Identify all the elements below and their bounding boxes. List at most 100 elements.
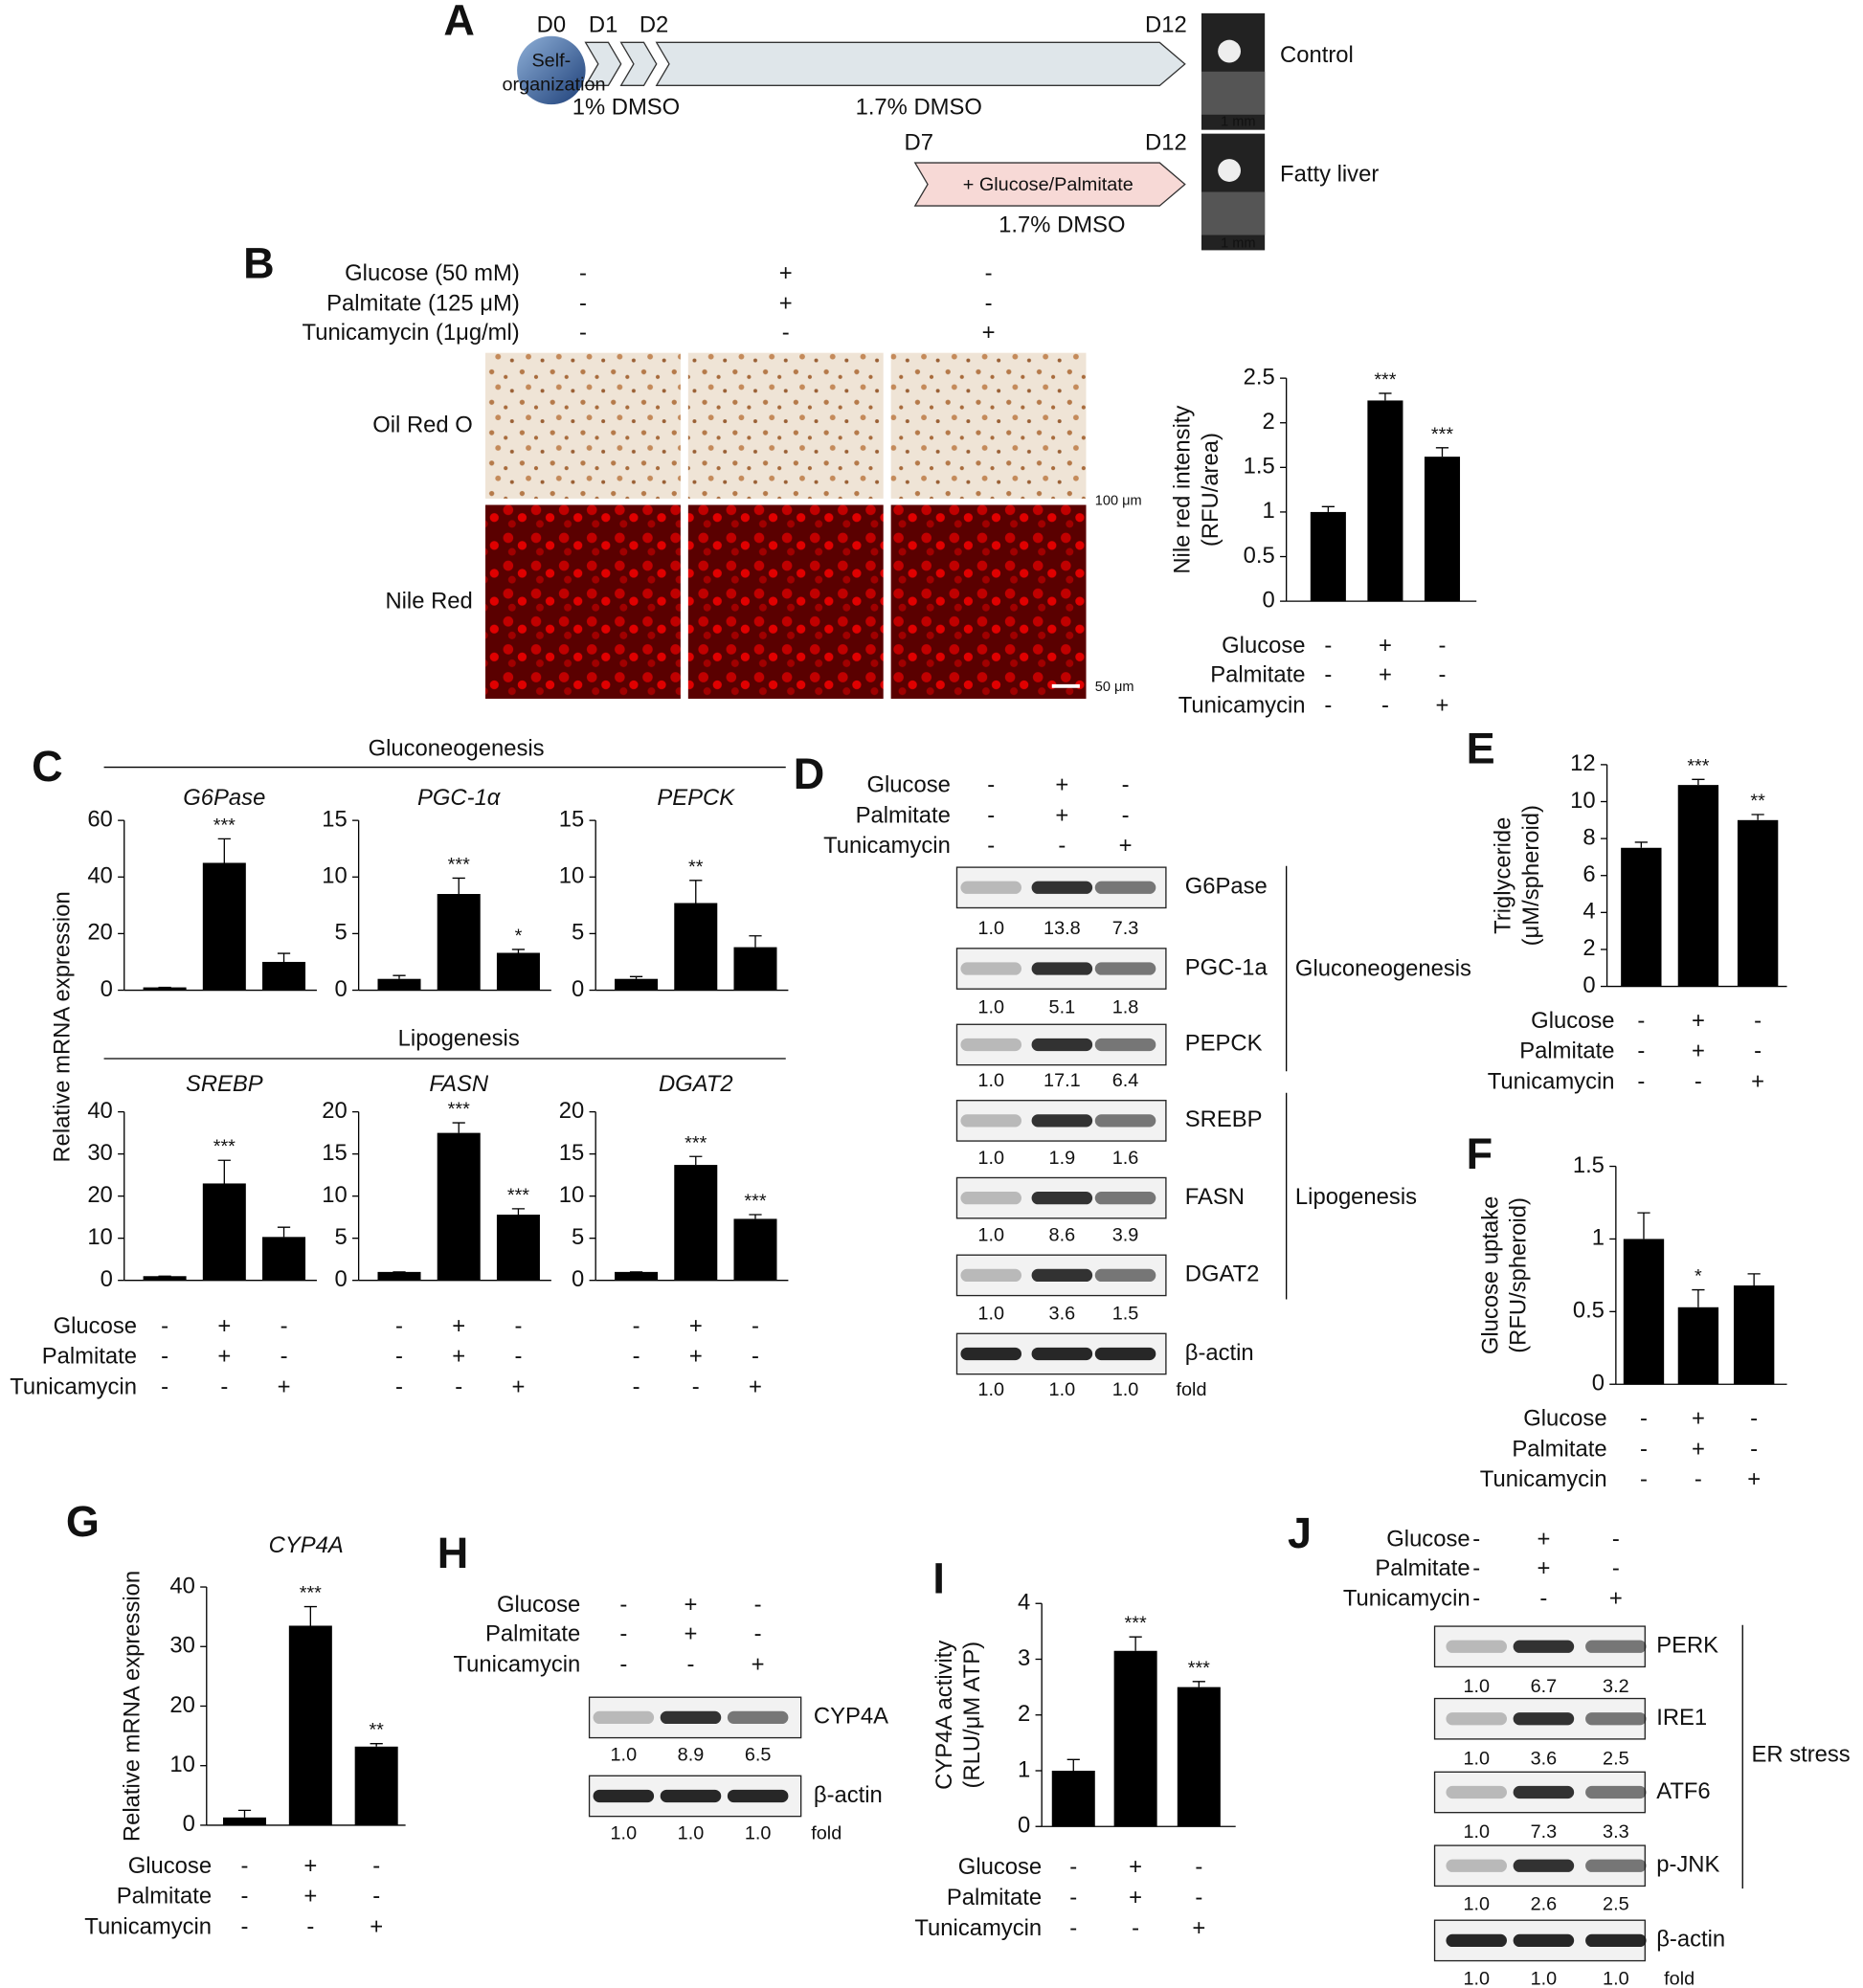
condition-sign: + (1692, 1436, 1705, 1462)
fold-value: 1.0 (1531, 1969, 1558, 1988)
bar (1113, 1650, 1157, 1827)
error-bar (1692, 778, 1705, 786)
y-tick-label: 40 (87, 863, 112, 889)
condition-sign: - (1539, 1586, 1547, 1612)
y-tick-label: 10 (559, 863, 585, 889)
condition-sign: - (1132, 1915, 1139, 1941)
condition-sign: - (687, 1651, 695, 1677)
bar (496, 952, 540, 991)
condition-sign: - (1069, 1885, 1077, 1910)
condition-sign: - (281, 1344, 288, 1370)
band (1094, 881, 1156, 894)
condition-sign: - (633, 1374, 640, 1400)
band (1585, 1785, 1647, 1799)
fold-value: 1.6 (1112, 1148, 1139, 1169)
band (960, 1268, 1021, 1283)
condition-name: Palmitate (1512, 1436, 1606, 1462)
condition-sign: - (987, 833, 995, 859)
condition-sign: + (1055, 802, 1068, 828)
scale: 1 mm (1221, 236, 1255, 252)
panel-label: G (66, 1497, 100, 1546)
fold-value: 1.0 (1112, 1379, 1139, 1400)
condition-sign: + (1129, 1885, 1142, 1910)
condition-sign: + (452, 1313, 465, 1339)
condition-sign: - (1122, 802, 1130, 828)
panel-label: A (443, 0, 474, 44)
significance: ** (1750, 791, 1765, 812)
bar (615, 1271, 659, 1281)
micrograph (890, 504, 1087, 700)
scale: 1 mm (1221, 115, 1255, 130)
band (1031, 1114, 1093, 1128)
condition-sign: + (217, 1313, 231, 1339)
arrow (655, 41, 1186, 86)
condition-name: Tunicamycin (10, 1374, 137, 1400)
y-tick-label: 4 (1582, 899, 1595, 925)
error-bar (689, 1155, 703, 1166)
error-bar (749, 1214, 762, 1219)
condition-sign: + (685, 1592, 698, 1618)
band (960, 962, 1021, 975)
band (1031, 881, 1093, 894)
blot-label: SREBP (1185, 1106, 1263, 1132)
error-bar (277, 952, 291, 962)
y-tick-label: 15 (559, 1140, 585, 1166)
bar (202, 1183, 246, 1281)
condition-sign: - (1069, 1915, 1077, 1941)
y-tick-label: 0 (572, 1266, 584, 1292)
band (1585, 1933, 1647, 1948)
y-axis-label: CYP4A activity (932, 1641, 957, 1790)
error-bar (1435, 447, 1449, 458)
condition-sign: - (241, 1913, 249, 1939)
bar (1677, 1307, 1719, 1385)
y-tick-label: 10 (322, 863, 348, 889)
bar (1310, 511, 1346, 602)
condition-name: Tunicamycin (1178, 692, 1306, 718)
panel-label: I (932, 1554, 945, 1603)
chart-title: DGAT2 (659, 1071, 733, 1097)
panel-label: E (1467, 725, 1495, 773)
fold-value: 3.3 (1603, 1821, 1629, 1843)
condition-sign: + (779, 260, 793, 286)
bar (1424, 457, 1461, 602)
y-tick-label: 15 (322, 806, 348, 832)
fold-value: 1.0 (977, 1148, 1004, 1169)
condition-sign: - (987, 802, 995, 828)
band (1513, 1933, 1575, 1948)
blot-label: DGAT2 (1185, 1262, 1260, 1287)
day: D2 (640, 11, 668, 37)
condition-sign: - (306, 1913, 314, 1939)
fold-value: 1.9 (1049, 1148, 1076, 1169)
condition-sign: + (1747, 1466, 1761, 1492)
error-bar (452, 877, 465, 895)
condition-sign: - (633, 1344, 640, 1370)
condition-sign: - (1612, 1555, 1620, 1581)
y-tick-label: 10 (322, 1182, 348, 1208)
condition-sign: - (395, 1344, 403, 1370)
band (1094, 962, 1156, 975)
chart-title: PGC-1α (417, 785, 502, 811)
fold-value: 5.1 (1049, 996, 1076, 1017)
significance: * (515, 926, 523, 947)
y-axis-label: Triglyceride (1491, 817, 1516, 934)
condition-sign: - (161, 1313, 168, 1339)
label: 1% DMSO (572, 94, 680, 120)
error-bar (1379, 392, 1392, 401)
day: D1 (589, 11, 617, 37)
band (660, 1789, 722, 1803)
error-bar (277, 1226, 291, 1238)
micrograph (485, 504, 681, 700)
condition-sign: - (782, 320, 790, 346)
panel-label: B (243, 239, 274, 288)
condition-sign: - (619, 1592, 627, 1618)
y-tick-label: 1.5 (1244, 454, 1275, 480)
fold-value: 1.0 (977, 1070, 1004, 1091)
fold-value: 1.0 (1603, 1969, 1629, 1988)
bar (437, 1132, 481, 1281)
condition-sign: - (1058, 833, 1066, 859)
y-tick-label: 0 (183, 1811, 195, 1837)
condition-sign: + (982, 320, 996, 346)
arrow (584, 41, 622, 86)
blot-label: G6Pase (1185, 874, 1268, 900)
y-tick-label: 20 (87, 1182, 112, 1208)
